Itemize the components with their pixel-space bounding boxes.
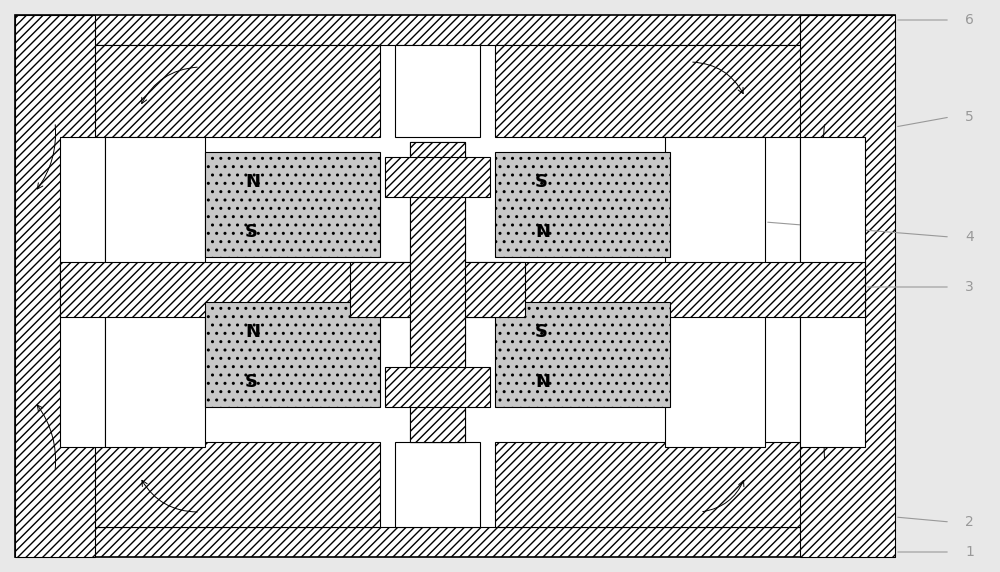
Text: S: S [245,373,258,391]
Bar [60,137,105,447]
Bar [665,137,765,447]
Bar [205,152,380,257]
Bar [800,15,895,557]
Bar [410,142,465,442]
Bar [800,137,865,447]
Text: 6: 6 [965,13,974,27]
Bar [350,262,525,317]
Bar [60,45,380,137]
Bar [495,302,670,407]
Text: 1: 1 [965,545,974,559]
Text: S: S [535,173,548,191]
Text: 4: 4 [965,230,974,244]
Text: N: N [245,173,260,191]
Text: S: S [245,223,258,241]
Bar [15,15,895,557]
Text: 5: 5 [965,110,974,124]
Bar [15,15,95,557]
Bar [60,45,865,527]
Bar [410,142,465,442]
Text: 3: 3 [965,280,974,294]
Bar [395,442,480,527]
Bar [205,302,380,407]
Bar [495,442,865,527]
Text: S: S [535,323,548,341]
Text: N: N [535,373,550,391]
Bar [60,442,380,527]
Text: 2: 2 [965,515,974,529]
Bar [60,262,865,317]
Text: N: N [245,323,260,341]
Bar [495,45,865,137]
Bar [385,367,490,407]
Bar [385,157,490,197]
Bar [495,152,670,257]
Text: N: N [535,223,550,241]
Bar [395,45,480,137]
Bar [105,137,205,447]
